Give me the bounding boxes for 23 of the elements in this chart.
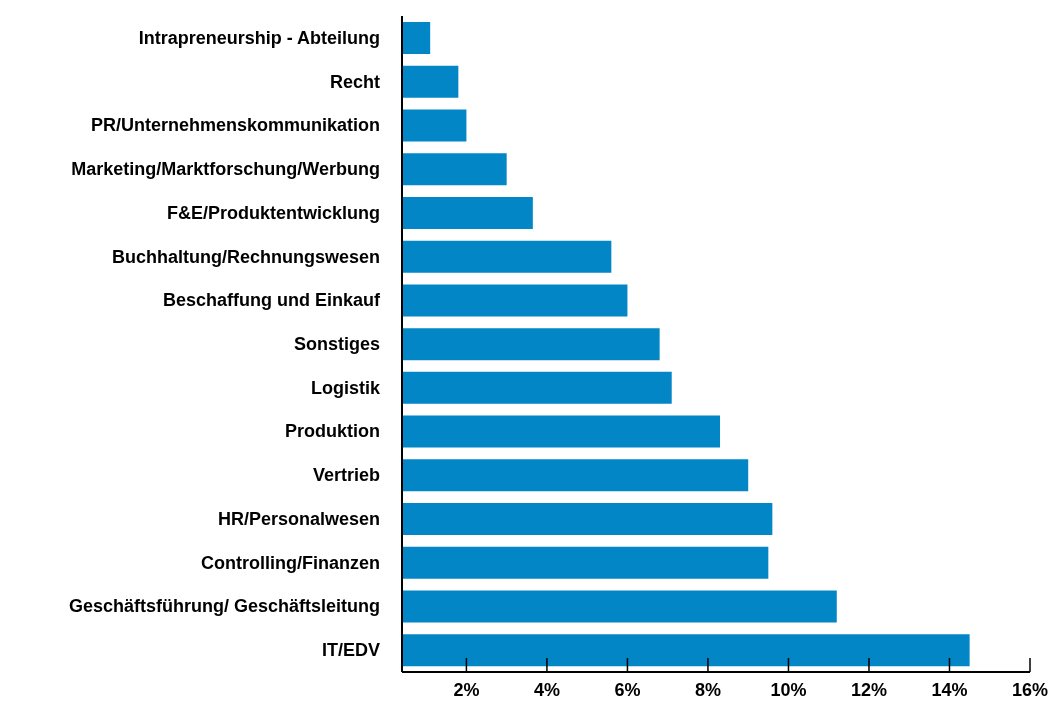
x-tick-label: 4%: [533, 680, 560, 700]
y-tick-label: IT/EDV: [321, 640, 380, 661]
x-tick-label: 6%: [614, 680, 641, 700]
y-tick-label: HR/Personalwesen: [217, 508, 380, 529]
y-tick-label: Controlling/Finanzen: [201, 552, 380, 573]
x-tick-label: 2%: [453, 680, 480, 700]
y-tick-label: Produktion: [285, 421, 380, 442]
x-tick-label: 14%: [931, 680, 968, 700]
x-tick-label: 8%: [694, 680, 721, 700]
x-tick-label: 10%: [770, 680, 807, 700]
y-tick-label: Buchhaltung/Rechnungswesen: [111, 246, 380, 267]
y-tick-label: Geschäftsführung/ Geschäftsleitung: [68, 596, 380, 617]
x-tick-label: 12%: [850, 680, 887, 700]
y-tick-label: Logistik: [310, 377, 381, 398]
y-tick-label: Vertrieb: [312, 465, 380, 486]
x-tick-label: 16%: [1011, 680, 1049, 700]
y-tick-label: Marketing/Marktforschung/Werbung: [71, 159, 380, 180]
y-tick-label: F&E/Produktentwicklung: [166, 202, 380, 223]
y-tick-label: Sonstiges: [293, 334, 380, 354]
y-tick-label: Intrapreneurship - Abteilung: [138, 27, 380, 48]
y-tick-label: Recht: [329, 71, 380, 92]
y-tick-label: PR/Unternehmenskommunikation: [90, 115, 380, 136]
y-tick-label: Beschaffung und Einkauf: [162, 290, 381, 311]
